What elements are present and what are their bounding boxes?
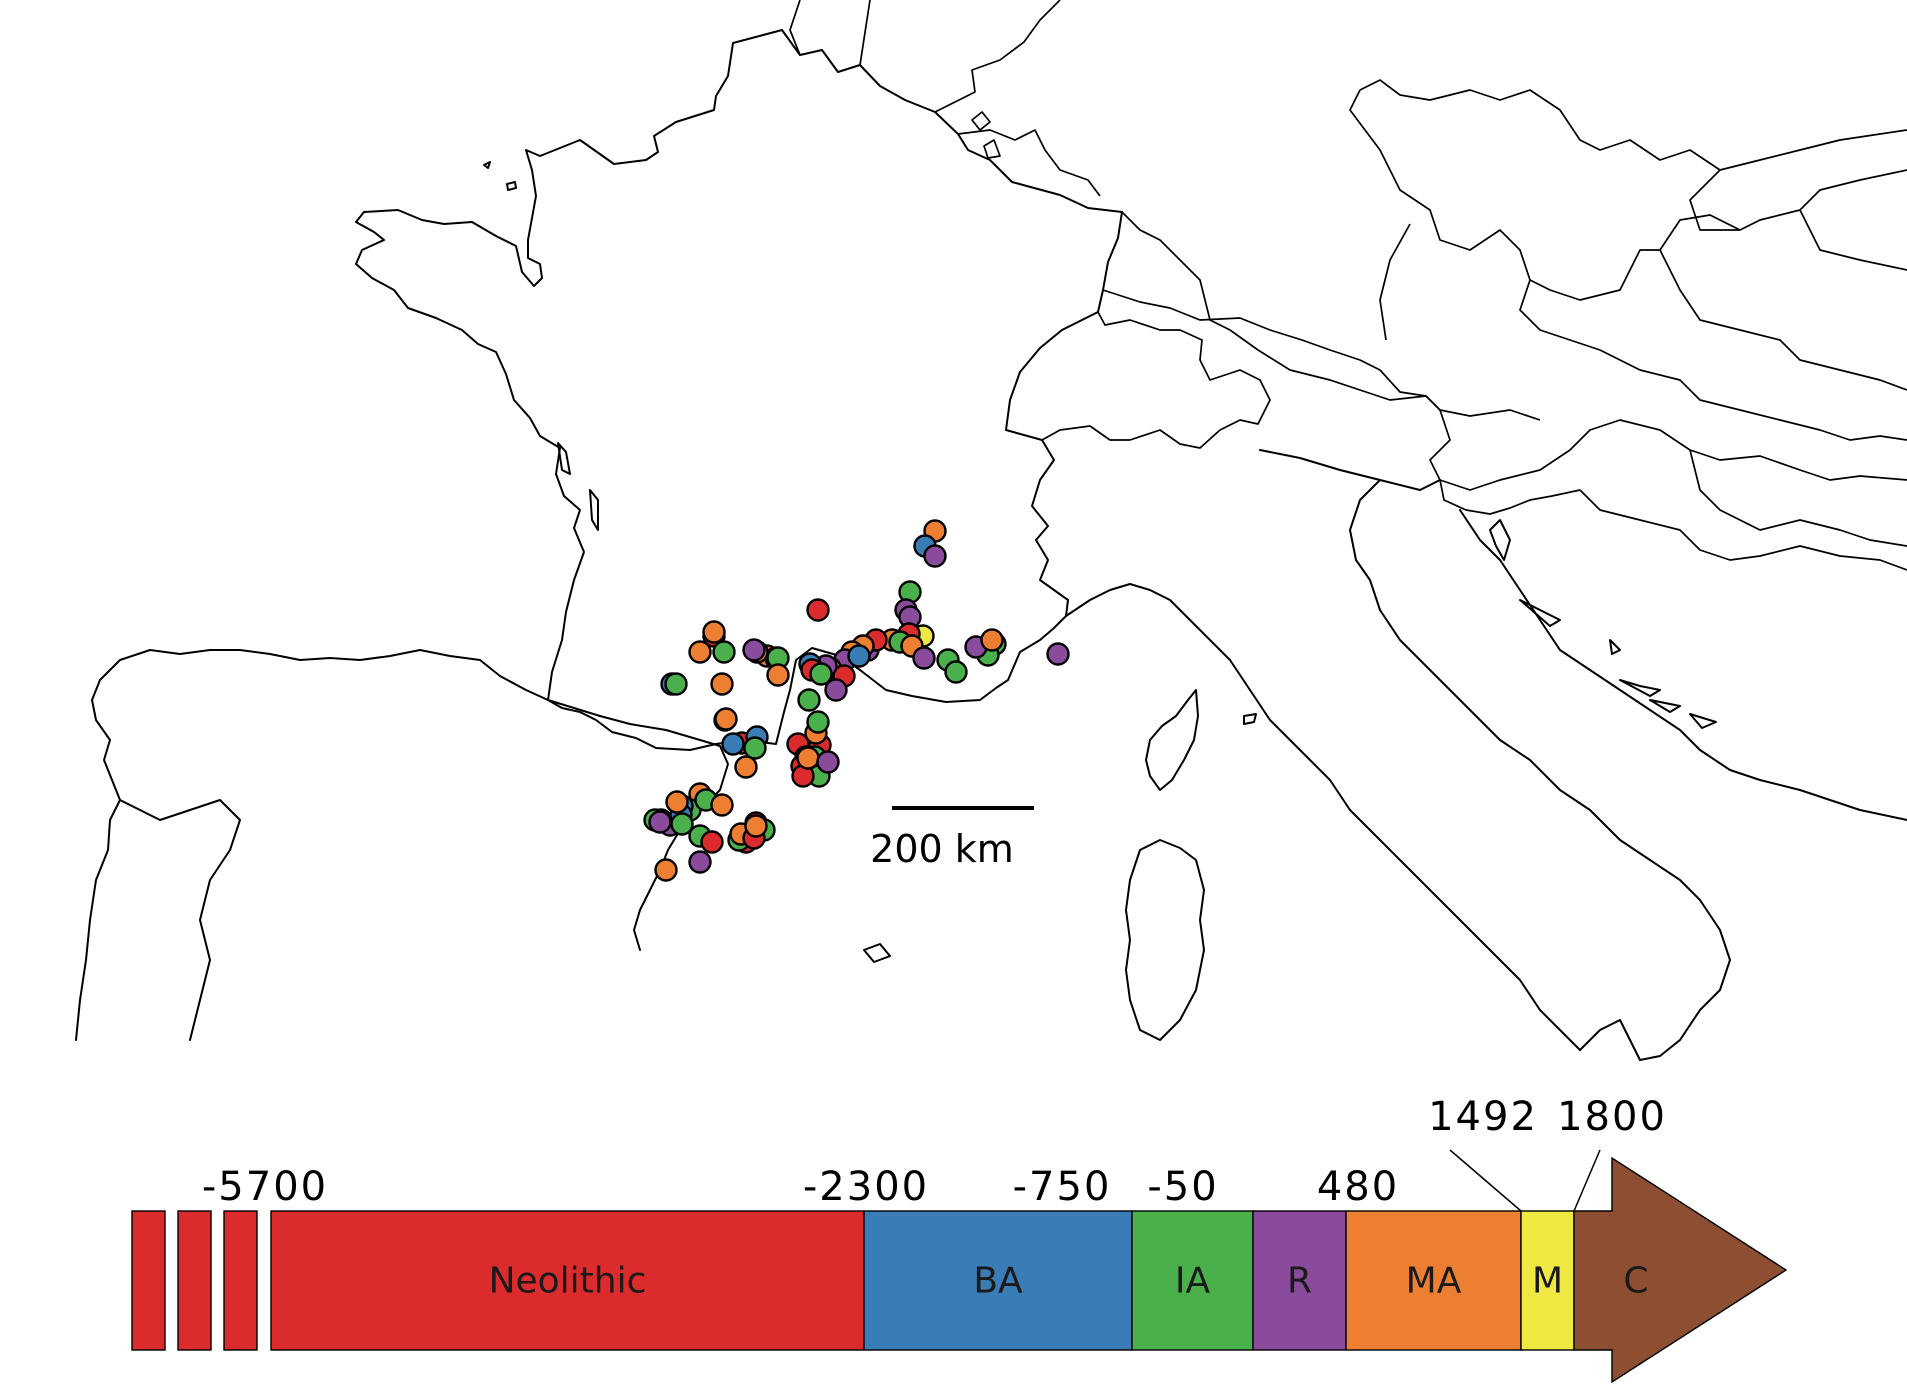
period-modern <box>1520 1210 1575 1351</box>
year-leader-line <box>1449 1149 1522 1212</box>
period-label: R <box>1287 1261 1312 1302</box>
year-label: -50 <box>1147 1164 1218 1210</box>
timeline-break-stripe <box>223 1210 258 1351</box>
site-marker-roman <box>912 646 936 670</box>
site-marker-iron-age <box>670 812 694 836</box>
site-marker-middle-ages <box>710 793 734 817</box>
year-label: -750 <box>1013 1164 1112 1210</box>
year-leader-line <box>1573 1149 1601 1212</box>
period-label: C <box>1623 1261 1648 1302</box>
timeline-break-stripe <box>131 1210 166 1351</box>
site-marker-middle-ages <box>744 814 768 838</box>
period-label: IA <box>1175 1261 1211 1302</box>
site-marker-iron-age <box>809 662 833 686</box>
site-marker-middle-ages <box>796 746 820 770</box>
france-outline <box>355 29 1123 751</box>
site-marker-middle-ages <box>702 620 726 644</box>
central-europe-borders <box>1102 79 1907 441</box>
archaeological-sites <box>643 519 1070 882</box>
site-marker-roman <box>816 750 840 774</box>
site-marker-roman <box>923 544 947 568</box>
period-label: M <box>1532 1261 1563 1302</box>
site-marker-roman <box>1046 642 1070 666</box>
site-marker-iron-age <box>806 710 830 734</box>
period-arrow-contemporary <box>1573 1156 1788 1384</box>
site-marker-neolithic <box>700 830 724 854</box>
site-marker-iron-age <box>797 688 821 712</box>
period-label: BA <box>973 1261 1023 1302</box>
spain-outline <box>75 649 729 1041</box>
sardinia <box>1125 839 1205 1041</box>
year-label: 1800 <box>1557 1094 1667 1140</box>
site-marker-middle-ages <box>766 663 790 687</box>
year-label: -5700 <box>202 1164 328 1210</box>
site-marker-middle-ages <box>665 790 689 814</box>
site-marker-iron-age <box>944 660 968 684</box>
site-marker-middle-ages <box>710 672 734 696</box>
site-marker-middle-ages <box>688 640 712 664</box>
period-label: Neolithic <box>489 1261 647 1302</box>
year-label: 480 <box>1317 1164 1399 1210</box>
site-marker-iron-age <box>712 640 736 664</box>
site-marker-middle-ages <box>734 755 758 779</box>
site-marker-middle-ages <box>654 858 678 882</box>
site-marker-iron-age <box>664 672 688 696</box>
site-marker-roman <box>824 678 848 702</box>
period-label: MA <box>1406 1261 1462 1302</box>
site-marker-roman <box>688 850 712 874</box>
timeline-break-stripe <box>177 1210 212 1351</box>
year-label: -2300 <box>803 1164 929 1210</box>
switzerland-border <box>1041 311 1271 449</box>
period-middle-ages <box>1345 1210 1522 1351</box>
italy-outline <box>1065 449 1731 1061</box>
scale-bar-label: 200 km <box>870 827 1014 871</box>
period-neolithic <box>270 1210 865 1351</box>
site-marker-iron-age <box>743 736 767 760</box>
timeline: Neolithic BA IA R MA M C -5700 -2300 -750 -50 480 14… <box>131 1094 1788 1384</box>
site-marker-roman <box>648 810 672 834</box>
map: 200 km <box>75 0 1907 1061</box>
year-label: 1492 <box>1428 1094 1538 1140</box>
site-marker-middle-ages <box>980 628 1004 652</box>
period-iron-age <box>1131 1210 1254 1351</box>
north-borders <box>789 0 1101 197</box>
site-marker-bronze-age <box>721 732 745 756</box>
site-marker-roman <box>742 638 766 662</box>
corsica <box>1145 689 1199 791</box>
site-marker-bronze-age <box>847 644 871 668</box>
site-marker-neolithic <box>806 598 830 622</box>
site-marker-middle-ages <box>714 707 738 731</box>
